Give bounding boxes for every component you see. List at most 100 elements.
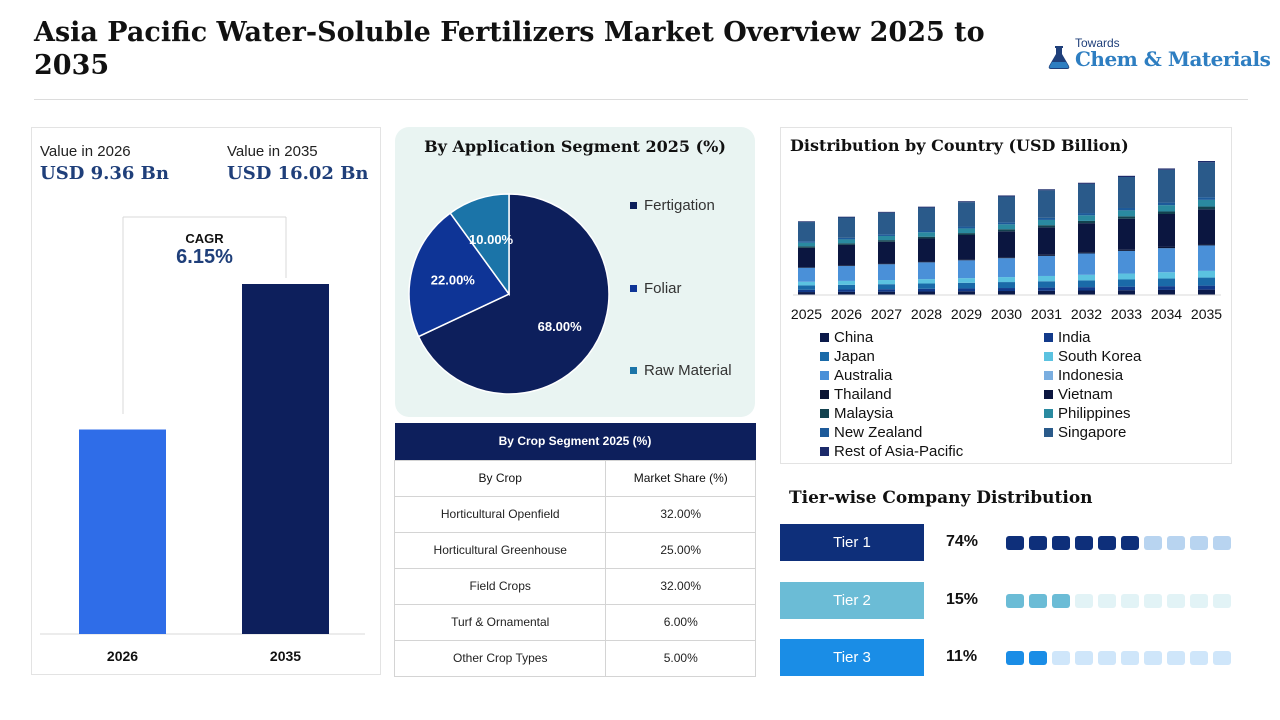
tier-3-dot	[1098, 651, 1116, 665]
stack-segment-philippines	[1038, 219, 1055, 226]
stack-segment-vietnam	[878, 241, 895, 264]
tier-3-dot	[1167, 651, 1185, 665]
stack-segment-thailand	[1198, 244, 1215, 246]
tier-3-dot	[1144, 651, 1162, 665]
stack-segment-india	[798, 289, 815, 293]
pie-chart-title: By Application Segment 2025 (%)	[424, 137, 726, 156]
stack-segment-india	[998, 288, 1015, 292]
stack-segment-vietnam	[918, 238, 935, 262]
header-divider	[34, 99, 1248, 100]
stack-segment-malaysia	[1038, 225, 1055, 228]
stack-segment-japan	[1038, 281, 1055, 288]
stack-segment-rest-of-asia-pacific	[1038, 189, 1055, 191]
legend-label: Philippines	[1058, 405, 1131, 422]
legend-thailand: Thailand	[820, 386, 892, 403]
stack-segment-south-korea	[998, 277, 1015, 283]
x-tick-label: 2031	[1031, 306, 1062, 322]
tier-3-dot	[1006, 651, 1024, 665]
stack-segment-australia	[1198, 245, 1215, 271]
legend-swatch	[820, 409, 829, 418]
stack-segment-rest-of-asia-pacific	[1158, 168, 1175, 170]
stack-segment-malaysia	[1078, 220, 1095, 224]
stack-segment-china	[1118, 290, 1135, 295]
stack-segment-malaysia	[1158, 211, 1175, 215]
x-tick-label: 2027	[871, 306, 902, 322]
stack-segment-vietnam	[958, 234, 975, 260]
country-stacked-bar-chart: 2025 2026 2027 2028 2029 2030 2031 2032 2033 2034…	[791, 161, 1222, 322]
stack-segment-malaysia	[918, 236, 935, 239]
tier-1-percent: 74%	[946, 533, 979, 550]
logo-small-text: Towards	[1075, 36, 1120, 50]
stack-segment-malaysia	[798, 246, 815, 248]
stack-segment-philippines	[1198, 199, 1215, 207]
stack-segment-australia	[1158, 248, 1175, 273]
stack-segment-singapore	[838, 217, 855, 238]
legend-south-korea: South Korea	[1044, 348, 1141, 365]
stack-segment-india	[1198, 285, 1215, 290]
stack-segment-japan	[1198, 277, 1215, 286]
stack-segment-philippines	[878, 235, 895, 241]
stack-segment-south-korea	[1038, 275, 1055, 282]
stack-segment-south-korea	[878, 280, 895, 285]
legend-rest-of-asia-pacific: Rest of Asia-Pacific	[820, 443, 963, 460]
tier-2-percent: 15%	[946, 591, 979, 608]
legend-indonesia: Indonesia	[1044, 367, 1123, 384]
pie-value-label: 22.00%	[431, 273, 476, 288]
legend-swatch	[820, 333, 829, 342]
legend-swatch	[1044, 428, 1053, 437]
stack-segment-rest-of-asia-pacific	[918, 206, 935, 208]
stack-segment-india	[878, 289, 895, 292]
stack-segment-rest-of-asia-pacific	[998, 195, 1015, 197]
legend-china: China	[820, 329, 873, 346]
stack-segment-malaysia	[958, 233, 975, 235]
table-row: Field Crops 32.00%	[393, 567, 756, 605]
stack-segment-new-zealand	[878, 234, 895, 236]
tier-3-dot	[1213, 651, 1231, 665]
table-cell: Horticultural Openfield	[393, 495, 607, 533]
tier-1-dot	[1098, 536, 1116, 550]
stack-segment-thailand	[838, 265, 855, 267]
stack-segment-philippines	[1078, 215, 1095, 221]
stack-segment-vietnam	[998, 231, 1015, 258]
legend-swatch	[820, 371, 829, 380]
page-title: Asia Pacific Water-Soluble Fertilizers M…	[34, 17, 985, 81]
stack-segment-new-zealand	[998, 222, 1015, 225]
legend-swatch	[820, 428, 829, 437]
table-row: Horticultural Openfield 32.00%	[393, 495, 756, 533]
stack-segment-vietnam	[798, 247, 815, 267]
stack-segment-australia	[1118, 250, 1135, 274]
legend-label: Australia	[834, 367, 893, 384]
legend-india: India	[1044, 329, 1091, 346]
application-pie-chart: 68.00% 22.00% 10.00%	[408, 193, 610, 395]
stack-segment-china	[1078, 290, 1095, 295]
tier-2-badge: Tier 2	[780, 582, 924, 619]
legend-swatch	[820, 390, 829, 399]
stack-segment-south-korea	[1198, 270, 1215, 278]
tier-1-dot	[1121, 536, 1139, 550]
value-2026: USD 9.36 Bn	[40, 163, 169, 184]
stack-segment-new-zealand	[1198, 197, 1215, 200]
country-chart-title: Distribution by Country (USD Billion)	[790, 136, 1129, 155]
tier-3-dot	[1190, 651, 1208, 665]
stack-segment-india	[1158, 286, 1175, 290]
table-cell: 6.00%	[605, 603, 756, 641]
stack-segment-vietnam	[1118, 218, 1135, 250]
legend-raw-material: Raw Material	[630, 362, 732, 379]
cagr-value: 6.15%	[176, 246, 233, 268]
tier-3-dot	[1075, 651, 1093, 665]
legend-swatch	[820, 352, 829, 361]
legend-label: Indonesia	[1058, 367, 1124, 384]
stack-segment-vietnam	[1078, 223, 1095, 253]
stack-segment-rest-of-asia-pacific	[1078, 182, 1095, 184]
legend-japan: Japan	[820, 348, 875, 365]
tier-2-dot	[1098, 594, 1116, 608]
table-cell: Turf & Ornamental	[393, 603, 607, 641]
stack-segment-new-zealand	[1078, 213, 1095, 216]
stack-segment-rest-of-asia-pacific	[958, 201, 975, 203]
legend-australia: Australia	[820, 367, 892, 384]
value-panel: Value in 2026 USD 9.36 Bn Value in 2035 …	[31, 127, 381, 675]
stack-segment-australia	[958, 260, 975, 279]
crop-table-title: By Crop Segment 2025 (%)	[394, 423, 756, 460]
flask-icon	[1048, 46, 1070, 69]
stack-segment-japan	[1118, 279, 1135, 287]
